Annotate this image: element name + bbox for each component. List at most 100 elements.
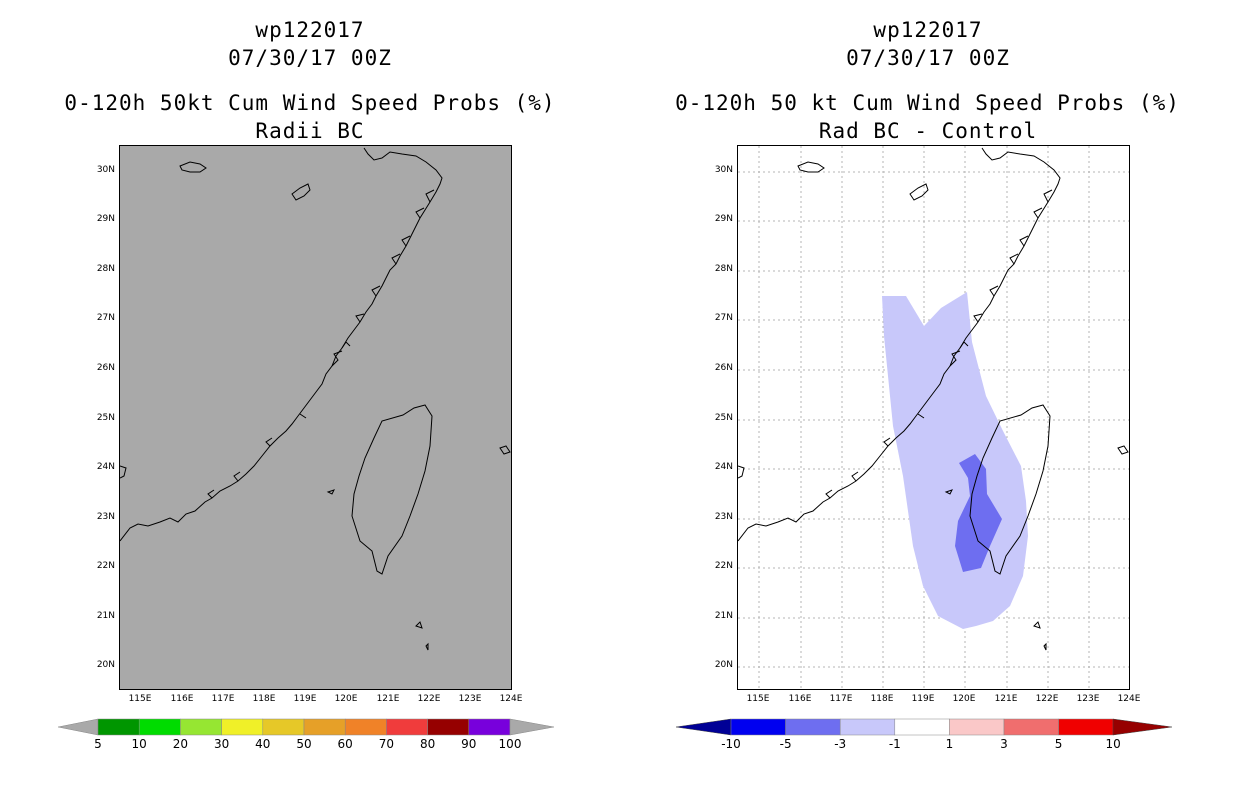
colorbar-left-end-low xyxy=(58,718,99,736)
colorbar-box xyxy=(97,718,140,736)
colorbar-label: 5 xyxy=(1054,737,1063,751)
coastline-segment xyxy=(797,161,825,173)
grid-lines xyxy=(738,146,1129,689)
colorbar-box xyxy=(303,718,346,736)
lon-tick-label: 121E xyxy=(994,694,1018,704)
colorbar-label: -5 xyxy=(779,737,792,751)
lat-tick-label: 20N xyxy=(714,660,733,670)
lon-tick-label: 118E xyxy=(252,694,276,704)
colorbar-label: 10 xyxy=(131,737,147,751)
lon-tick-label: 123E xyxy=(1076,694,1100,704)
lat-tick-label: 23N xyxy=(96,512,115,522)
colorbar-box xyxy=(839,718,896,736)
colorbar-label: 20 xyxy=(172,737,189,751)
taiwan-outline xyxy=(969,404,1051,575)
lon-tick-label: 122E xyxy=(417,694,441,704)
colorbar-box xyxy=(1058,718,1114,736)
lat-tick-label: 27N xyxy=(714,313,733,323)
lon-tick-label: 116E xyxy=(788,694,812,704)
colorbar-left-end-high xyxy=(509,718,554,736)
lon-tick-label: 117E xyxy=(211,694,235,704)
colorbar-label: 60 xyxy=(337,737,353,751)
colorbar-box xyxy=(894,718,950,736)
lon-tick-label: 122E xyxy=(1035,694,1059,704)
coastline-segment xyxy=(738,465,745,479)
colorbar-label: -1 xyxy=(888,737,901,751)
colorbar-box xyxy=(1003,718,1059,736)
lat-tick-label: 27N xyxy=(96,313,115,323)
diff-region-light xyxy=(882,292,1028,629)
left-title: 0-120h 50kt Cum Wind Speed Probs (%) xyxy=(64,91,556,115)
colorbar-box xyxy=(468,718,511,736)
lon-tick-label: 123E xyxy=(458,694,482,704)
colorbar-label: 3 xyxy=(1000,737,1008,751)
colorbar-label: -10 xyxy=(721,737,741,751)
lat-tick-label: 25N xyxy=(714,413,733,423)
colorbar-label: 70 xyxy=(378,737,395,751)
right-subtitle: Rad BC - Control xyxy=(818,119,1038,143)
coastline-segment xyxy=(207,189,435,499)
lon-tick-label: 119E xyxy=(911,694,935,704)
lat-tick-label: 26N xyxy=(96,363,115,373)
lat-tick-label: 22N xyxy=(714,561,733,571)
right-map xyxy=(737,145,1130,690)
coastline-segment xyxy=(1043,642,1047,651)
taiwan-outline xyxy=(351,404,433,575)
lat-tick-label: 20N xyxy=(96,660,115,670)
lon-tick-label: 120E xyxy=(952,694,976,704)
colorbar-box xyxy=(949,718,1005,736)
lon-tick-label: 118E xyxy=(870,694,894,704)
left-subtitle: Radii BC xyxy=(255,119,365,143)
colorbar-box xyxy=(730,718,786,736)
lon-tick-label: 116E xyxy=(170,694,194,704)
colorbar-right-end-low xyxy=(676,718,732,736)
coastline-segment xyxy=(1117,445,1129,455)
coastline-segment xyxy=(425,642,429,651)
coastline-segment xyxy=(909,183,929,201)
lat-tick-label: 24N xyxy=(714,462,733,472)
lon-tick-label: 120E xyxy=(334,694,358,704)
colorbar-label: 1 xyxy=(945,737,954,751)
colorbar-label: 40 xyxy=(255,737,271,751)
right-title: 0-120h 50 kt Cum Wind Speed Probs (%) xyxy=(675,91,1180,115)
diff-region-mid xyxy=(955,454,1002,572)
left-storm-id: wp122017 xyxy=(255,18,365,42)
lon-tick-label: 115E xyxy=(746,694,770,704)
lat-tick-label: 29N xyxy=(96,214,115,224)
lat-tick-label: 30N xyxy=(96,165,115,175)
colorbar-box xyxy=(221,718,264,736)
coastline-right xyxy=(738,147,1129,651)
lat-tick-label: 28N xyxy=(714,264,733,274)
colorbar-box xyxy=(427,718,470,736)
colorbar-box xyxy=(386,718,428,736)
left-colorbar xyxy=(58,718,554,736)
lat-tick-label: 21N xyxy=(96,611,115,621)
left-map xyxy=(119,145,512,690)
coastline-segment xyxy=(179,161,207,173)
coastline-segment xyxy=(1033,621,1041,629)
coastline-segment xyxy=(825,189,1053,499)
lat-tick-label: 25N xyxy=(96,413,115,423)
lon-tick-label: 119E xyxy=(293,694,317,704)
colorbar-label: 10 xyxy=(1105,737,1121,751)
colorbar-box xyxy=(785,718,841,736)
colorbar-label: 80 xyxy=(419,737,436,751)
right-colorbar xyxy=(676,718,1172,736)
coastline-segment xyxy=(291,183,311,201)
coastline-segment xyxy=(120,465,127,479)
colorbar-label: 50 xyxy=(296,737,312,751)
lon-tick-label: 121E xyxy=(376,694,400,704)
lon-tick-label: 117E xyxy=(829,694,853,704)
colorbar-right-end-high xyxy=(1112,718,1172,736)
lat-tick-label: 21N xyxy=(714,611,733,621)
lat-tick-label: 30N xyxy=(714,165,733,175)
colorbar-label: 30 xyxy=(213,737,230,751)
lat-tick-label: 26N xyxy=(714,363,733,373)
left-date: 07/30/17 00Z xyxy=(228,46,392,70)
lat-tick-label: 22N xyxy=(96,561,115,571)
coastline-segment xyxy=(499,445,511,455)
coastline-segment xyxy=(415,621,423,629)
colorbar-label: 5 xyxy=(94,737,102,751)
coastline-segment xyxy=(944,489,953,495)
colorbar-label: -3 xyxy=(834,737,847,751)
